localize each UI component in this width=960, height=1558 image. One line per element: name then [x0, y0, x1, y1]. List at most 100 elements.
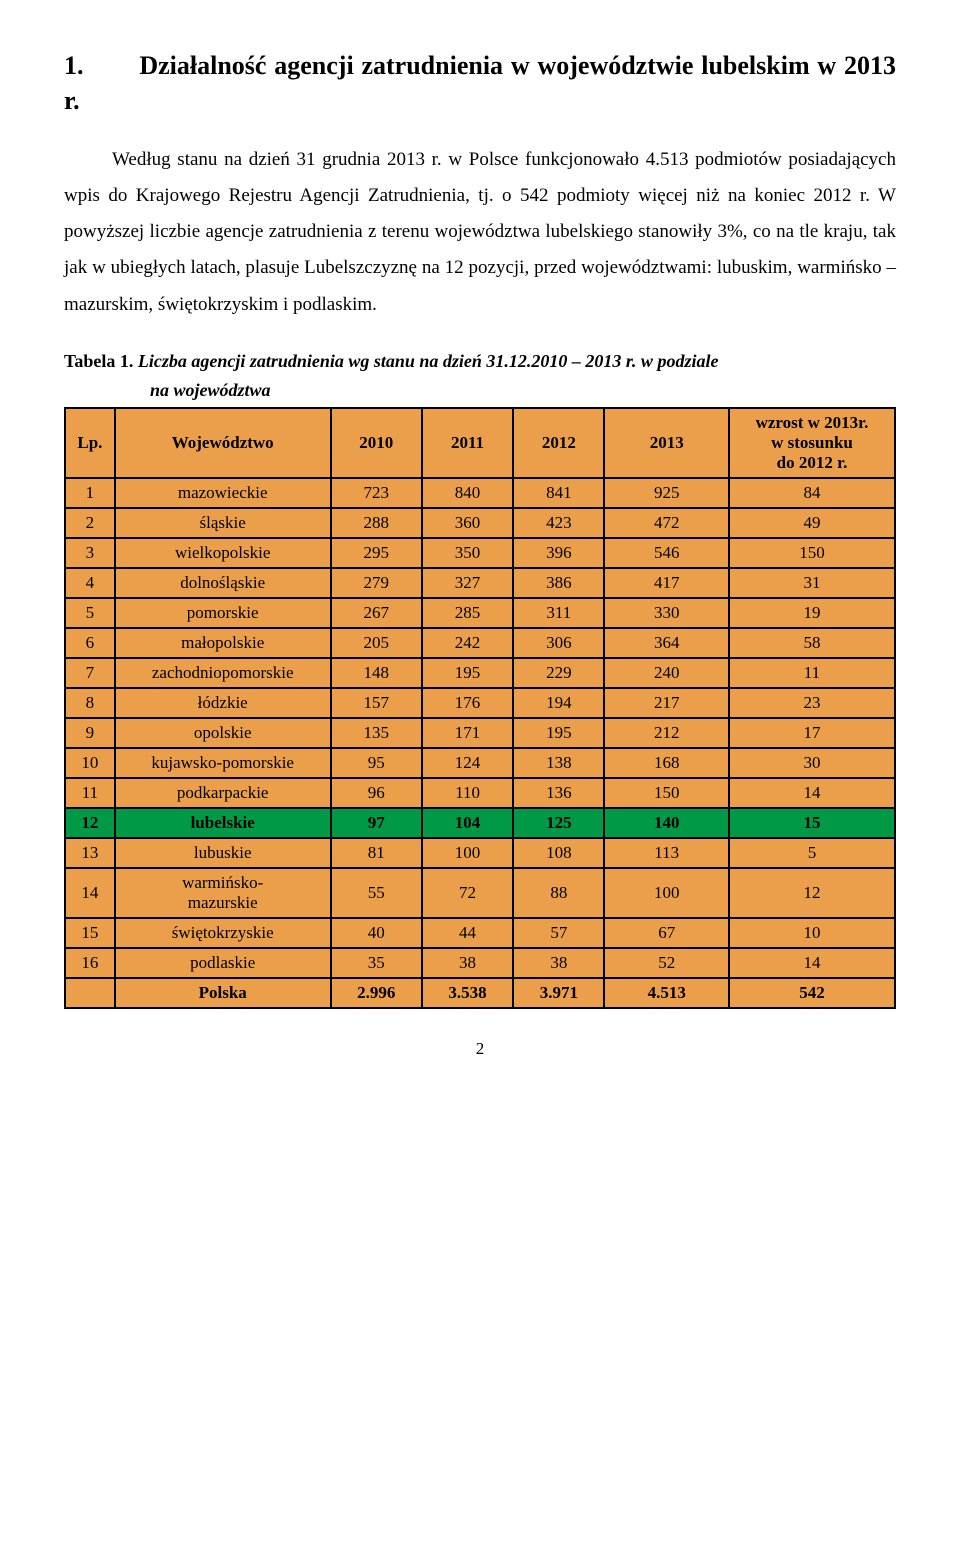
cell-value: 242 — [422, 628, 513, 658]
cell-value: 423 — [513, 508, 604, 538]
cell-lp: 3 — [65, 538, 115, 568]
cell-value: 140 — [604, 808, 729, 838]
cell-value: 168 — [604, 748, 729, 778]
cell-value: 113 — [604, 838, 729, 868]
cell-value: 327 — [422, 568, 513, 598]
cell-value: 288 — [331, 508, 422, 538]
col-lp: Lp. — [65, 408, 115, 478]
table-caption-title-line2: na województwa — [150, 380, 271, 400]
table-row: 11podkarpackie9611013615014 — [65, 778, 895, 808]
cell-value: 350 — [422, 538, 513, 568]
cell-value: 124 — [422, 748, 513, 778]
cell-lp: 4 — [65, 568, 115, 598]
table-row: 13lubuskie811001081135 — [65, 838, 895, 868]
cell-value: 330 — [604, 598, 729, 628]
col-growth-line2: w stosunku — [736, 433, 888, 453]
cell-lp: 11 — [65, 778, 115, 808]
cell-total-value: 4.513 — [604, 978, 729, 1008]
cell-lp: 7 — [65, 658, 115, 688]
col-2010: 2010 — [331, 408, 422, 478]
cell-value: 14 — [729, 778, 895, 808]
table-row: 16podlaskie3538385214 — [65, 948, 895, 978]
cell-total-value: 542 — [729, 978, 895, 1008]
table-row: 5pomorskie26728531133019 — [65, 598, 895, 628]
cell-value: 55 — [331, 868, 422, 918]
cell-lp: 14 — [65, 868, 115, 918]
cell-value: 360 — [422, 508, 513, 538]
col-growth-line1: wzrost w 2013r. — [736, 413, 888, 433]
cell-value: 125 — [513, 808, 604, 838]
table-caption-title-line1: Liczba agencji zatrudnienia wg stanu na … — [138, 351, 719, 371]
table-row: 8łódzkie15717619421723 — [65, 688, 895, 718]
col-growth: wzrost w 2013r. w stosunku do 2012 r. — [729, 408, 895, 478]
cell-value: 176 — [422, 688, 513, 718]
cell-value: 841 — [513, 478, 604, 508]
cell-value: 5 — [729, 838, 895, 868]
cell-value: 84 — [729, 478, 895, 508]
cell-value: 57 — [513, 918, 604, 948]
table-row: 9opolskie13517119521217 — [65, 718, 895, 748]
cell-wojewodztwo: mazowieckie — [115, 478, 331, 508]
cell-value: 195 — [513, 718, 604, 748]
cell-value: 240 — [604, 658, 729, 688]
cell-wojewodztwo: podlaskie — [115, 948, 331, 978]
col-2013: 2013 — [604, 408, 729, 478]
cell-value: 88 — [513, 868, 604, 918]
cell-wojewodztwo: łódzkie — [115, 688, 331, 718]
cell-value: 44 — [422, 918, 513, 948]
cell-value: 136 — [513, 778, 604, 808]
cell-value: 150 — [729, 538, 895, 568]
cell-wojewodztwo: wielkopolskie — [115, 538, 331, 568]
cell-wojewodztwo: świętokrzyskie — [115, 918, 331, 948]
cell-total-value: 2.996 — [331, 978, 422, 1008]
cell-value: 386 — [513, 568, 604, 598]
cell-value: 97 — [331, 808, 422, 838]
cell-total-label: Polska — [115, 978, 331, 1008]
table-row: 15świętokrzyskie4044576710 — [65, 918, 895, 948]
cell-value: 546 — [604, 538, 729, 568]
table-row: 10kujawsko-pomorskie9512413816830 — [65, 748, 895, 778]
table-row: 3wielkopolskie295350396546150 — [65, 538, 895, 568]
cell-value: 205 — [331, 628, 422, 658]
table-caption-line2: na województwa — [64, 378, 896, 403]
table-header-row: Lp. Województwo 2010 2011 2012 2013 wzro… — [65, 408, 895, 478]
cell-value: 194 — [513, 688, 604, 718]
cell-value: 12 — [729, 868, 895, 918]
table-row: 14warmińsko-mazurskie55728810012 — [65, 868, 895, 918]
cell-lp: 1 — [65, 478, 115, 508]
cell-value: 95 — [331, 748, 422, 778]
table-row: 7zachodniopomorskie14819522924011 — [65, 658, 895, 688]
cell-value: 150 — [604, 778, 729, 808]
cell-value: 49 — [729, 508, 895, 538]
cell-value: 58 — [729, 628, 895, 658]
cell-value: 217 — [604, 688, 729, 718]
cell-value: 19 — [729, 598, 895, 628]
cell-value: 38 — [422, 948, 513, 978]
cell-value: 135 — [331, 718, 422, 748]
cell-value: 81 — [331, 838, 422, 868]
cell-wojewodztwo: lubelskie — [115, 808, 331, 838]
cell-value: 148 — [331, 658, 422, 688]
cell-value: 311 — [513, 598, 604, 628]
cell-total-value: 3.971 — [513, 978, 604, 1008]
cell-value: 10 — [729, 918, 895, 948]
cell-value: 157 — [331, 688, 422, 718]
cell-value: 279 — [331, 568, 422, 598]
cell-value: 840 — [422, 478, 513, 508]
cell-value: 364 — [604, 628, 729, 658]
cell-wojewodztwo: opolskie — [115, 718, 331, 748]
cell-lp: 13 — [65, 838, 115, 868]
cell-value: 100 — [422, 838, 513, 868]
cell-lp: 16 — [65, 948, 115, 978]
table-caption-label: Tabela 1. — [64, 351, 133, 371]
cell-value: 15 — [729, 808, 895, 838]
data-table: Lp. Województwo 2010 2011 2012 2013 wzro… — [64, 407, 896, 1009]
table-row: 12lubelskie9710412514015 — [65, 808, 895, 838]
cell-value: 72 — [422, 868, 513, 918]
cell-wojewodztwo: małopolskie — [115, 628, 331, 658]
cell-value: 17 — [729, 718, 895, 748]
cell-value: 195 — [422, 658, 513, 688]
cell-value: 31 — [729, 568, 895, 598]
cell-lp: 8 — [65, 688, 115, 718]
cell-value: 723 — [331, 478, 422, 508]
